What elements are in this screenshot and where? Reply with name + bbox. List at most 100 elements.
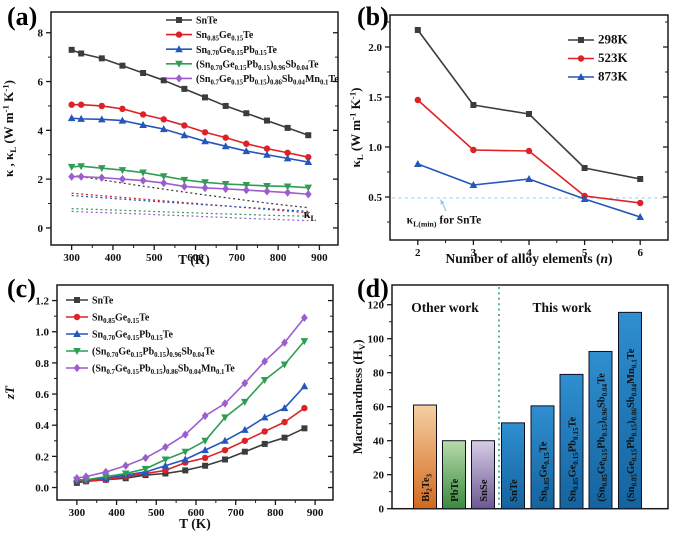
svg-text:Sn0.85Ge0.15Te: Sn0.85Ge0.15Te [538,441,551,501]
axes: 0.0 0.2 0.4 0.6 0.8 1.0 1.2 300 400 500 600 700 800 9… [35,284,334,519]
bar: SnTe [501,422,525,510]
svg-text:40: 40 [373,436,385,448]
svg-text:κ , κL (W m-1 K-1): κ , κL (W m-1 K-1) [0,80,18,177]
panel-d-label: (d) [357,274,389,303]
svg-text:1.2: 1.2 [35,296,49,308]
panel-d: (d) 0 20 40 60 80 100 120 Macrohardness (HV) Oth… [350,272,700,544]
panel-d-chart: 0 20 40 60 80 100 120 Macrohardness (HV) Other w… [350,284,669,516]
panel-c-label: (c) [7,274,36,303]
svg-text:Sn0.70Ge0.15Pb0.15Te: Sn0.70Ge0.15Pb0.15Te [92,330,173,342]
panel-a-chart: 0 2 4 6 8 300 400 500 600 700 800 900 T (K) κ , κL (W… [0,11,339,267]
svg-text:1.5: 1.5 [368,92,382,104]
panel-a-label: (a) [7,2,38,31]
svg-text:(Sn0.85Ge0.15Pb0.15)0.96Sb0.04: (Sn0.85Ge0.15Pb0.15)0.96Sb0.04Te [596,373,609,502]
svg-text:500: 500 [148,507,165,519]
dashed-series [71,208,309,217]
svg-text:300: 300 [69,507,86,519]
svg-text:zT: zT [2,385,17,400]
svg-text:800: 800 [267,507,284,519]
bar: (Sn0.85Ge0.15Pb0.15)0.86Sb0.04Mn0.1Te [618,311,642,510]
svg-text:0.2: 0.2 [35,451,49,463]
svg-text:120: 120 [368,300,385,312]
svg-text:600: 600 [188,507,205,519]
svg-text:8: 8 [38,28,44,40]
svg-text:κL: κL [304,207,317,223]
svg-text:0: 0 [379,504,385,516]
svg-text:20: 20 [373,470,385,482]
svg-text:2: 2 [38,174,44,186]
bar: SnSe [471,440,495,510]
svg-text:873K: 873K [598,69,629,84]
panel-c-chart: 0.0 0.2 0.4 0.6 0.8 1.0 1.2 300 400 500 600 700 800 9… [2,284,334,531]
series [414,27,644,182]
svg-text:0.6: 0.6 [35,389,49,401]
series [68,101,312,161]
svg-text:6: 6 [38,77,44,89]
dashed-series [71,194,309,212]
bar: Sn0.85Ge0.15Pb0.15Te [559,373,584,510]
svg-text:4: 4 [38,125,44,137]
svg-text:700: 700 [227,507,244,519]
svg-text:60: 60 [373,402,385,414]
svg-text:298K: 298K [598,32,629,47]
svg-text:400: 400 [108,507,125,519]
panel-c: (c) 0.0 0.2 0.4 0.6 0.8 1.0 1.2 300 400 500 600 700… [0,272,350,544]
svg-text:500: 500 [146,252,163,264]
svg-text:1.0: 1.0 [35,327,49,339]
svg-text:1.0: 1.0 [368,142,382,154]
svg-text:3: 3 [471,247,477,259]
svg-text:This work: This work [533,300,592,315]
bar: Sn0.85Ge0.15Te [530,405,555,510]
axes: 0 20 40 60 80 100 120 [368,284,669,516]
svg-text:SnTe: SnTe [509,479,520,502]
bar: (Sn0.85Ge0.15Pb0.15)0.96Sb0.04Te [588,350,613,510]
legend: SnTe Sn0.85Ge0.15Te Sn0.70Ge0.15Pb0.15Te (S… [66,296,235,376]
svg-text:Sn0.85Ge0.15Pb0.15Te: Sn0.85Ge0.15Pb0.15Te [567,416,580,501]
svg-text:PbTe: PbTe [450,478,461,501]
svg-text:400: 400 [105,252,122,264]
svg-text:Bi2Te3: Bi2Te3 [421,474,434,502]
svg-text:300: 300 [63,252,80,264]
svg-text:Sn0.85Ge0.15Te: Sn0.85Ge0.15Te [196,30,254,42]
svg-text:800: 800 [270,252,287,264]
panel-a: (a) 0 2 4 6 8 300 400 500 600 700 800 900 T (K) κ , κ… [0,0,350,272]
svg-text:Sn0.70Ge0.15Pb0.15Te: Sn0.70Ge0.15Pb0.15Te [196,45,277,57]
series [414,160,644,220]
svg-text:0.8: 0.8 [35,358,49,370]
svg-text:80: 80 [373,368,385,380]
svg-text:4: 4 [526,247,532,259]
svg-text:Other work: Other work [411,300,479,315]
svg-text:2: 2 [415,247,421,259]
svg-text:0: 0 [38,223,44,235]
svg-text:SnTe: SnTe [196,16,218,27]
series [68,46,312,139]
svg-text:2.0: 2.0 [368,42,382,54]
svg-text:T (K): T (K) [179,516,211,531]
series [67,163,313,192]
svg-text:(Sn0.7Ge0.15Pb0.15)0.86Sb0.04M: (Sn0.7Ge0.15Pb0.15)0.86Sb0.04Mn0.1Te [92,364,235,376]
svg-text:(Sn0.70Ge0.15Pb0.15)0.96Sb0.04: (Sn0.70Ge0.15Pb0.15)0.96Sb0.04Te [196,59,319,71]
svg-text:(Sn0.7Ge0.15Pb0.15)0.86Sb0.04M: (Sn0.7Ge0.15Pb0.15)0.86Sb0.04Mn0.1Te [196,74,339,86]
svg-text:(Sn0.70Ge0.15Pb0.15)0.96Sb0.04: (Sn0.70Ge0.15Pb0.15)0.96Sb0.04Te [92,347,215,359]
svg-text:6: 6 [637,247,643,259]
bar: PbTe [442,440,466,510]
svg-text:0.5: 0.5 [368,192,382,204]
svg-text:900: 900 [307,507,324,519]
legend: SnTe Sn0.85Ge0.15Te Sn0.70Ge0.15Pb0.15Te (S… [166,16,339,86]
panel-b-label: (b) [357,2,389,31]
axes: 0.5 1.0 1.5 2.0 2 3 4 5 6 [368,14,669,259]
svg-text:Sn0.85Ge0.15Te: Sn0.85Ge0.15Te [92,313,150,325]
svg-text:Number of alloy elements (n): Number of alloy elements (n) [446,251,613,266]
panel-b-chart: 0.5 1.0 1.5 2.0 2 3 4 5 6 Number of alloy element… [350,14,669,266]
series [67,114,313,166]
svg-text:5: 5 [582,247,588,259]
svg-text:(Sn0.85Ge0.15Pb0.15)0.86Sb0.04: (Sn0.85Ge0.15Pb0.15)0.86Sb0.04Mn0.1Te [626,348,639,502]
dashed-series [71,210,309,222]
bar: Bi2Te3 [413,404,437,510]
svg-text:κL (W m-1 K-1): κL (W m-1 K-1) [350,88,365,168]
legend: 298K 523K 873K [568,32,629,84]
svg-text:0.4: 0.4 [35,420,49,432]
svg-text:100: 100 [368,334,385,346]
svg-text:Macrohardness (HV): Macrohardness (HV) [350,339,367,454]
